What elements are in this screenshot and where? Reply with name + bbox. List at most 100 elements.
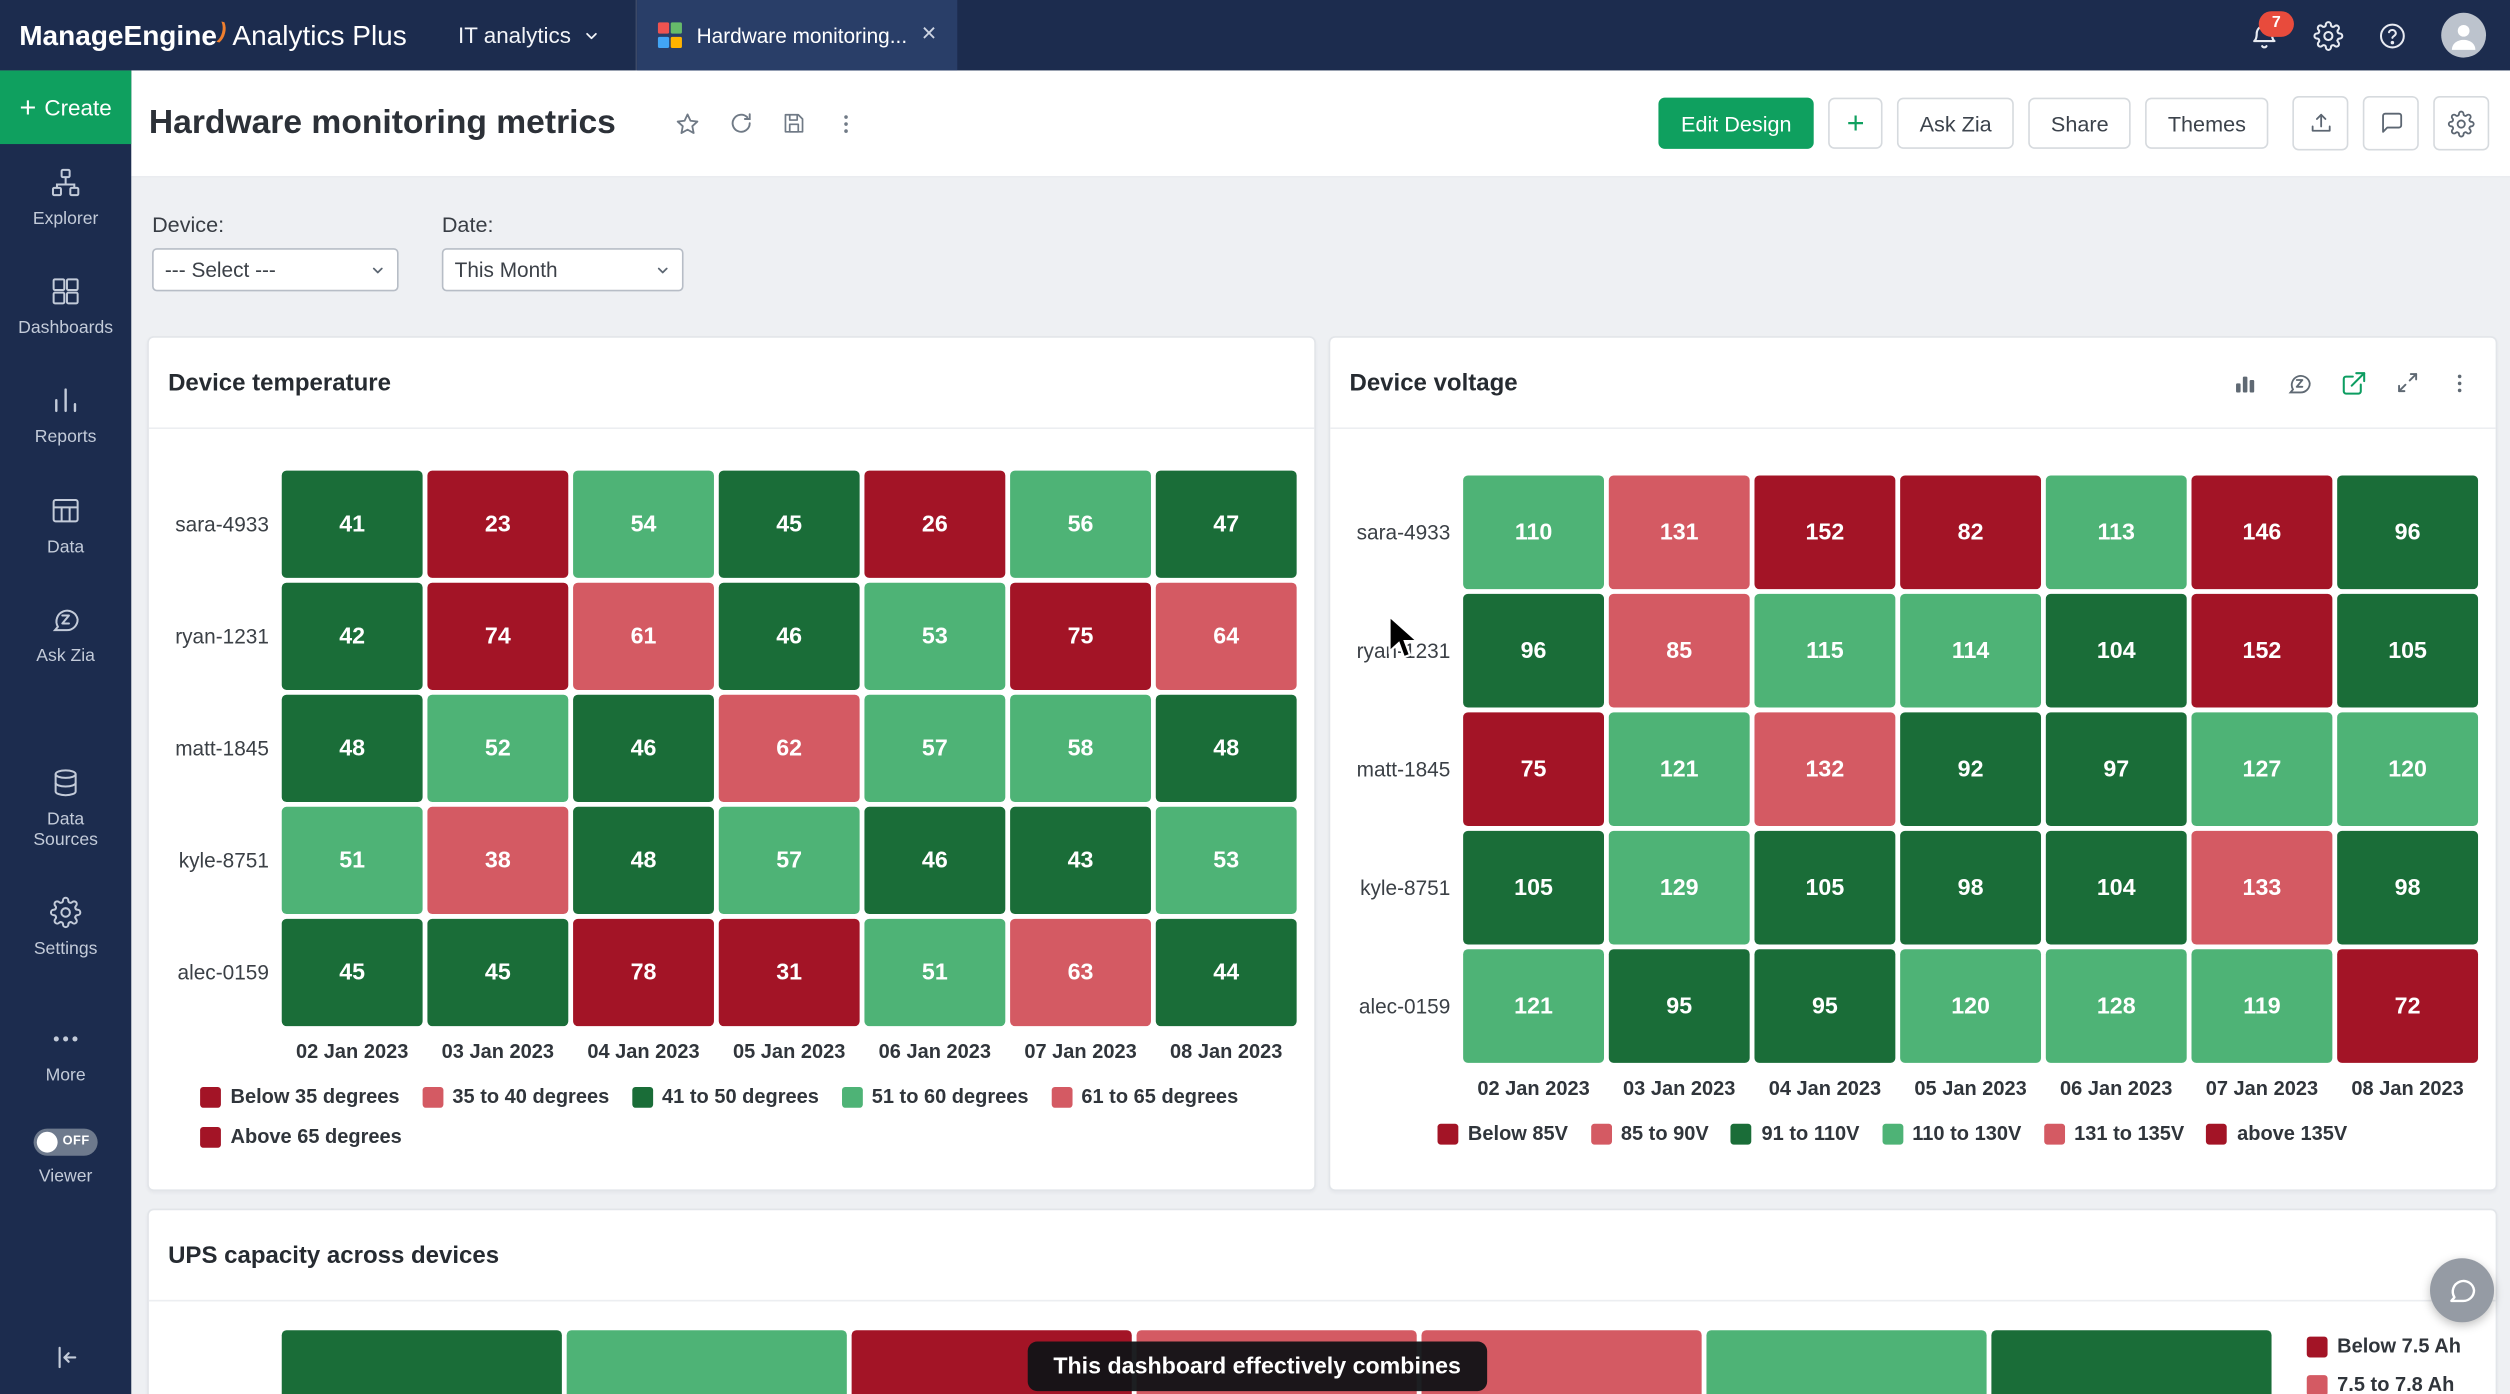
export-button[interactable] bbox=[2292, 96, 2349, 151]
heatmap-cell[interactable]: 42 bbox=[281, 582, 423, 690]
workspace-switcher[interactable]: IT analytics bbox=[448, 21, 609, 50]
heatmap-cell[interactable]: 48 bbox=[573, 806, 714, 915]
heatmap-cell[interactable]: 113 bbox=[2045, 475, 2187, 590]
heatmap-cell[interactable]: 41 bbox=[281, 470, 423, 578]
help-button[interactable] bbox=[2377, 20, 2407, 50]
heatmap-cell[interactable]: 51 bbox=[281, 806, 423, 915]
sidebar-item-ask-zia[interactable]: Ask Zia bbox=[0, 581, 131, 690]
heatmap-cell[interactable]: 146 bbox=[2191, 475, 2333, 590]
date-select[interactable]: This Month bbox=[441, 248, 684, 292]
heatmap-cell[interactable]: 78 bbox=[573, 918, 714, 1027]
heatmap-cell[interactable]: 96 bbox=[2337, 475, 2479, 590]
heatmap-cell[interactable]: 52 bbox=[427, 694, 569, 803]
heatmap-cell[interactable]: 48 bbox=[1155, 694, 1297, 803]
legend-item[interactable]: 35 to 40 degrees bbox=[421, 1085, 609, 1108]
heatmap-cell[interactable]: 110 bbox=[1463, 475, 1605, 590]
heatmap-cell[interactable]: 114 bbox=[1900, 593, 2042, 708]
heatmap-cell[interactable]: 131 bbox=[1608, 475, 1750, 590]
share-button[interactable]: Share bbox=[2028, 97, 2132, 149]
heatmap-cell[interactable]: 85 bbox=[1608, 593, 1750, 708]
sidebar-item-data-sources[interactable]: Data Sources bbox=[0, 744, 131, 874]
kebab-menu-icon[interactable] bbox=[2448, 371, 2472, 395]
sidebar-item-data[interactable]: Data bbox=[0, 472, 131, 581]
heatmap-cell[interactable]: 105 bbox=[2337, 593, 2479, 708]
heatmap-cell[interactable] bbox=[566, 1330, 847, 1394]
sidebar-item-more[interactable]: More bbox=[0, 1000, 131, 1109]
heatmap-cell[interactable]: 74 bbox=[427, 582, 569, 690]
admin-settings-button[interactable] bbox=[2313, 20, 2344, 51]
legend-item[interactable]: Above 65 degrees bbox=[200, 1125, 402, 1148]
heatmap-cell[interactable]: 53 bbox=[864, 582, 1006, 690]
sidebar-item-explorer[interactable]: Explorer bbox=[0, 144, 131, 253]
viewer-toggle[interactable]: OFF bbox=[33, 1128, 98, 1156]
heatmap-cell[interactable] bbox=[1706, 1330, 1987, 1394]
themes-button[interactable]: Themes bbox=[2145, 97, 2269, 149]
heatmap-cell[interactable]: 62 bbox=[718, 694, 860, 803]
heatmap-cell[interactable]: 75 bbox=[1010, 582, 1151, 690]
heatmap-cell[interactable]: 119 bbox=[2191, 949, 2333, 1063]
expand-icon[interactable] bbox=[2395, 370, 2421, 396]
heatmap-cell[interactable]: 152 bbox=[2191, 593, 2333, 708]
heatmap-cell[interactable]: 26 bbox=[864, 470, 1006, 578]
zia-insights-icon[interactable] bbox=[2286, 369, 2313, 396]
heatmap-cell[interactable]: 72 bbox=[2337, 949, 2479, 1063]
legend-item[interactable]: 85 to 90V bbox=[1590, 1122, 1709, 1145]
tab-hardware-monitoring[interactable]: Hardware monitoring... × bbox=[636, 0, 958, 71]
add-button[interactable]: + bbox=[1828, 97, 1883, 149]
heatmap-cell[interactable]: 63 bbox=[1010, 918, 1151, 1027]
comments-button[interactable] bbox=[2362, 96, 2419, 151]
heatmap-cell[interactable]: 46 bbox=[864, 806, 1006, 915]
heatmap-cell[interactable]: 97 bbox=[2045, 712, 2187, 827]
legend-item[interactable]: 51 to 60 degrees bbox=[841, 1085, 1029, 1108]
notifications-button[interactable]: 7 bbox=[2249, 10, 2294, 50]
sidebar-item-settings[interactable]: Settings bbox=[0, 875, 131, 984]
device-select[interactable]: --- Select --- bbox=[152, 248, 399, 292]
chart-type-icon[interactable] bbox=[2232, 369, 2259, 396]
ask-zia-button[interactable]: Ask Zia bbox=[1897, 97, 2015, 149]
sidebar-item-reports[interactable]: Reports bbox=[0, 362, 131, 471]
heatmap-cell[interactable]: 121 bbox=[1608, 712, 1750, 827]
heatmap-cell[interactable]: 46 bbox=[573, 694, 714, 803]
heatmap-cell[interactable]: 56 bbox=[1010, 470, 1151, 578]
save-icon[interactable] bbox=[781, 110, 807, 136]
edit-design-button[interactable]: Edit Design bbox=[1658, 97, 1814, 149]
heatmap-cell[interactable]: 132 bbox=[1754, 712, 1896, 827]
legend-item[interactable]: Below 7.5 Ah bbox=[2306, 1335, 2461, 1357]
heatmap-cell[interactable]: 128 bbox=[2045, 949, 2187, 1063]
heatmap-cell[interactable]: 133 bbox=[2191, 830, 2333, 945]
heatmap-cell[interactable] bbox=[1991, 1330, 2272, 1394]
heatmap-cell[interactable]: 92 bbox=[1900, 712, 2042, 827]
heatmap-cell[interactable]: 98 bbox=[2337, 830, 2479, 945]
legend-item[interactable]: Below 35 degrees bbox=[200, 1085, 400, 1108]
heatmap-cell[interactable] bbox=[281, 1330, 562, 1394]
heatmap-cell[interactable]: 120 bbox=[2337, 712, 2479, 827]
heatmap-cell[interactable]: 95 bbox=[1754, 949, 1896, 1063]
legend-item[interactable]: 61 to 65 degrees bbox=[1050, 1085, 1238, 1108]
collapse-sidebar-button[interactable] bbox=[51, 1343, 80, 1372]
heatmap-cell[interactable]: 105 bbox=[1463, 830, 1605, 945]
heatmap-cell[interactable]: 31 bbox=[718, 918, 860, 1027]
heatmap-cell[interactable]: 129 bbox=[1608, 830, 1750, 945]
heatmap-cell[interactable]: 121 bbox=[1463, 949, 1605, 1063]
heatmap-cell[interactable]: 53 bbox=[1155, 806, 1297, 915]
heatmap-cell[interactable]: 47 bbox=[1155, 470, 1297, 578]
legend-item[interactable]: 91 to 110V bbox=[1731, 1122, 1859, 1145]
create-button[interactable]: + Create bbox=[0, 70, 132, 145]
heatmap-cell[interactable]: 58 bbox=[1010, 694, 1151, 803]
legend-item[interactable]: Below 85V bbox=[1437, 1122, 1568, 1145]
favorite-star-icon[interactable] bbox=[674, 110, 701, 137]
heatmap-cell[interactable]: 105 bbox=[1754, 830, 1896, 945]
heatmap-cell[interactable]: 48 bbox=[281, 694, 423, 803]
heatmap-cell[interactable]: 104 bbox=[2045, 830, 2187, 945]
heatmap-cell[interactable]: 54 bbox=[573, 470, 714, 578]
dashboard-settings-button[interactable] bbox=[2433, 96, 2490, 151]
heatmap-cell[interactable]: 23 bbox=[427, 470, 569, 578]
heatmap-cell[interactable]: 43 bbox=[1010, 806, 1151, 915]
tab-close-icon[interactable]: × bbox=[921, 20, 937, 49]
heatmap-cell[interactable]: 45 bbox=[427, 918, 569, 1027]
legend-item[interactable]: 131 to 135V bbox=[2043, 1122, 2184, 1145]
heatmap-cell[interactable]: 57 bbox=[864, 694, 1006, 803]
heatmap-cell[interactable]: 44 bbox=[1155, 918, 1297, 1027]
heatmap-cell[interactable]: 152 bbox=[1754, 475, 1896, 590]
heatmap-cell[interactable]: 57 bbox=[718, 806, 860, 915]
